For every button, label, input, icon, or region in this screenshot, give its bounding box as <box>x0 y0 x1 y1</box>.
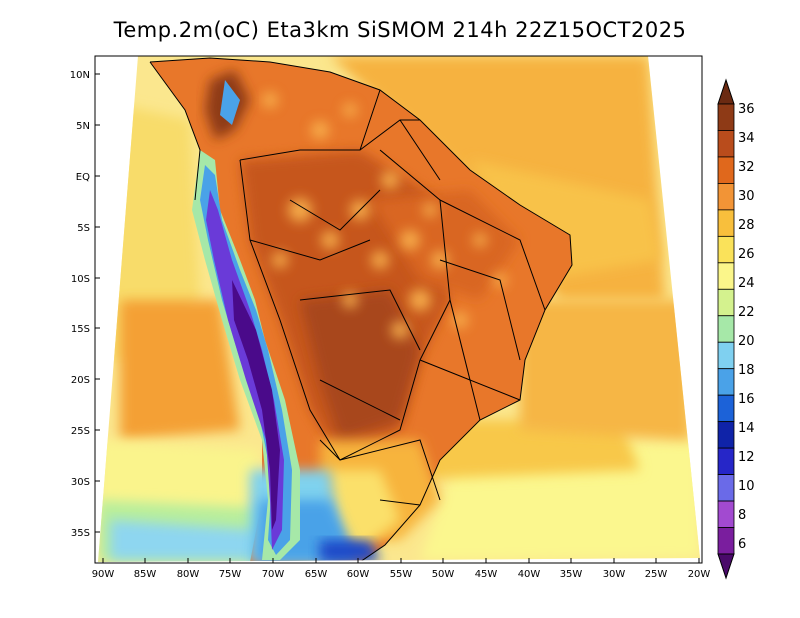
colorbar-swatch <box>717 500 735 528</box>
colorbar-swatch <box>717 262 735 290</box>
colorbar-label: 8 <box>738 508 746 523</box>
colorbar-swatch <box>717 183 735 211</box>
lon-label: 75W <box>219 569 242 580</box>
map-title: Temp.2m(oC) Eta3km SiSMOM 214h 22Z15OCT2… <box>113 18 687 42</box>
lat-label: 10S <box>71 274 90 285</box>
latitude-axis: 10N 5N EQ 5S 10S 15S 20S 25S 30S 35S <box>70 70 100 539</box>
colorbar-swatch <box>717 447 735 475</box>
colorbar-arrow-bottom <box>717 553 735 580</box>
colorbar-swatch <box>717 130 735 158</box>
colorbar-label: 26 <box>738 247 755 262</box>
colorbar-label: 12 <box>738 450 755 465</box>
lat-label: 5S <box>77 223 90 234</box>
lat-label: 25S <box>71 426 90 437</box>
lon-label: 40W <box>518 569 541 580</box>
colorbar-label: 24 <box>738 276 755 291</box>
lon-label: 55W <box>390 569 413 580</box>
lat-label: 35S <box>71 528 90 539</box>
lat-label: 20S <box>71 375 90 386</box>
colorbar-label: 16 <box>738 392 755 407</box>
colorbar-swatch <box>717 103 735 131</box>
lat-label: 5N <box>76 121 90 132</box>
colorbar-swatch <box>717 156 735 184</box>
colorbar-swatch <box>717 474 735 502</box>
colorbar-swatch <box>717 527 735 555</box>
colorbar-label: 6 <box>738 537 746 552</box>
colorbar-label: 20 <box>738 334 755 349</box>
colorbar-label: 10 <box>738 479 755 494</box>
lat-label: 10N <box>70 70 90 81</box>
colorbar-swatch <box>717 421 735 449</box>
lon-label: 90W <box>92 569 115 580</box>
lon-label: 20W <box>688 569 711 580</box>
colorbar-swatch <box>717 235 735 264</box>
lon-label: 25W <box>645 569 668 580</box>
colorbar-label: 30 <box>738 189 755 204</box>
colorbar-label: 32 <box>738 160 755 175</box>
colorbar-swatch <box>717 315 735 343</box>
colorbar-label: 36 <box>738 102 755 117</box>
colorbar-swatch <box>717 341 735 370</box>
lon-label: 70W <box>262 569 285 580</box>
lat-label: 15S <box>71 324 90 335</box>
longitude-axis: 90W 85W 80W 75W 70W 65W 60W 55W 50W 45W … <box>92 558 711 580</box>
colorbar-label: 28 <box>738 218 755 233</box>
colorbar-swatch <box>717 368 735 396</box>
colorbar-labels: 36 34 32 30 28 26 24 22 20 18 16 14 12 1… <box>738 102 755 552</box>
lat-label: 30S <box>71 477 90 488</box>
lon-label: 60W <box>347 569 370 580</box>
lon-label: 30W <box>603 569 626 580</box>
lat-label: EQ <box>76 172 90 183</box>
lon-label: 35W <box>560 569 583 580</box>
lon-label: 50W <box>432 569 455 580</box>
colorbar <box>717 78 735 580</box>
political-borders <box>149 57 573 562</box>
lon-label: 45W <box>475 569 498 580</box>
colorbar-label: 14 <box>738 421 755 436</box>
colorbar-swatch <box>717 209 735 237</box>
lon-label: 65W <box>305 569 328 580</box>
colorbar-label: 22 <box>738 305 755 320</box>
colorbar-label: 34 <box>738 131 755 146</box>
lon-label: 80W <box>177 569 200 580</box>
colorbar-arrow-top <box>717 78 735 105</box>
lon-label: 85W <box>134 569 157 580</box>
map-frame <box>94 55 703 564</box>
colorbar-label: 18 <box>738 363 755 378</box>
colorbar-swatch <box>717 288 735 317</box>
colorbar-swatch <box>717 394 735 423</box>
